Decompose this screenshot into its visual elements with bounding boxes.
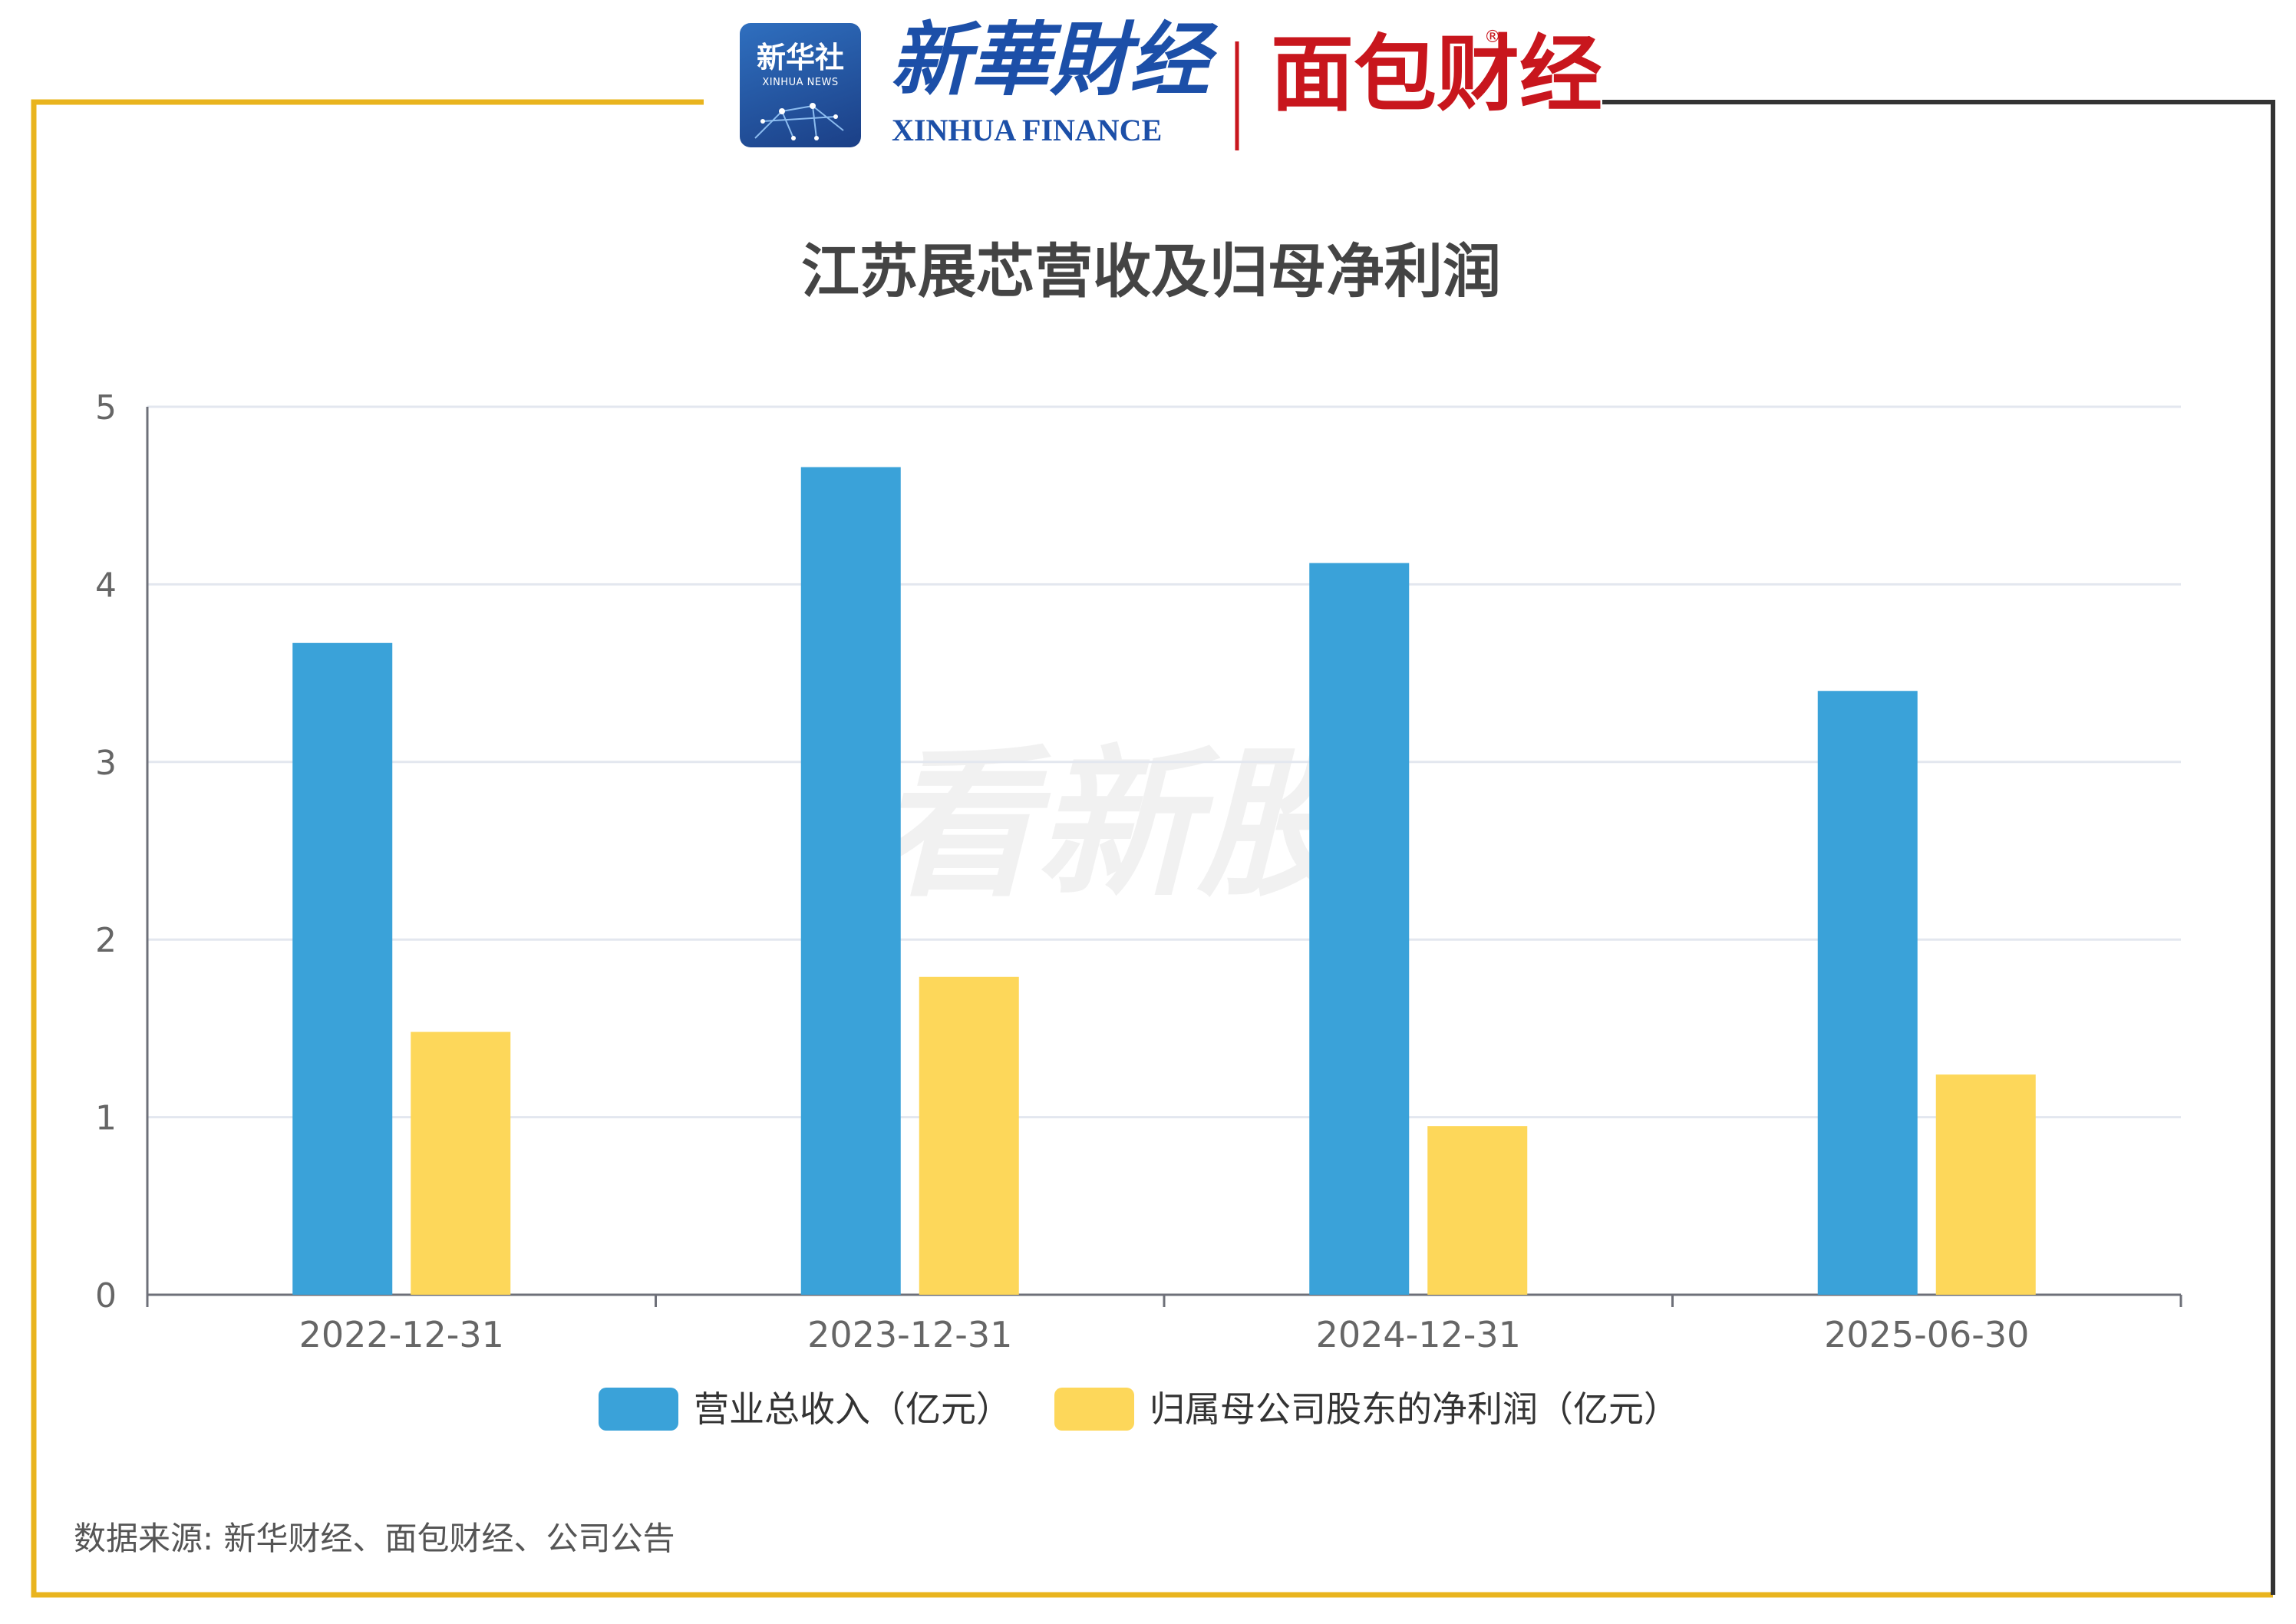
x-tick-label: 2022-12-31 — [299, 1314, 504, 1355]
y-tick-label: 2 — [95, 921, 117, 960]
bars — [292, 467, 2036, 1295]
bar-revenue — [1309, 563, 1410, 1295]
axes: 0 1 2 3 4 5 2022-12-31 2023-12-31 2024-12-31 2025… — [95, 388, 2182, 1355]
bar-net-profit — [1935, 1074, 2036, 1295]
y-tick-label: 5 — [95, 388, 117, 427]
frame-gold-border — [31, 99, 2273, 1598]
y-tick-label: 1 — [95, 1099, 117, 1138]
bar-net-profit — [411, 1032, 511, 1295]
bar-revenue — [800, 467, 901, 1295]
frame-dark-border — [1602, 100, 2275, 1595]
bar-net-profit — [919, 976, 1019, 1295]
x-tick-label: 2025-06-30 — [1824, 1314, 2029, 1355]
y-tick-label: 3 — [95, 744, 117, 783]
bar-revenue — [292, 642, 393, 1295]
y-tick-label: 0 — [95, 1276, 117, 1315]
bar-revenue — [1817, 691, 1918, 1295]
watermark: 看新股 — [875, 731, 1359, 919]
bar-net-profit — [1427, 1126, 1528, 1295]
network-globe-icon — [754, 103, 844, 140]
x-tick-label: 2023-12-31 — [807, 1314, 1012, 1355]
legend-label-net-profit: 归属母公司股东的净利润（亿元） — [1150, 1388, 1679, 1430]
registered-mark: ® — [1484, 28, 1501, 47]
xinhua-finance-logo-cn: 新華財经 — [890, 12, 1210, 107]
xinhua-news-logo-cn: 新华社 — [756, 41, 844, 74]
legend-label-revenue: 营业总收入（亿元） — [694, 1388, 1011, 1430]
xinhua-news-logo: 新华社 XINHUA NEWS — [740, 23, 861, 147]
xinhua-finance-logo-en: XINHUA FINANCE — [892, 113, 1163, 147]
legend: 营业总收入（亿元） 归属母公司股东的净利润（亿元） — [599, 1388, 1679, 1431]
legend-swatch-net-profit — [1054, 1388, 1134, 1431]
mianbao-finance-logo: 面包财经 — [1271, 27, 1603, 123]
y-tick-label: 4 — [95, 566, 117, 605]
xinhua-news-logo-en: XINHUA NEWS — [762, 77, 839, 88]
x-tick-label: 2024-12-31 — [1316, 1314, 1521, 1355]
data-source-note: 数据来源: 新华财经、面包财经、公司公告 — [74, 1520, 675, 1557]
legend-swatch-revenue — [599, 1388, 678, 1431]
chart-title: 江苏展芯营收及归母净利润 — [801, 237, 1501, 305]
